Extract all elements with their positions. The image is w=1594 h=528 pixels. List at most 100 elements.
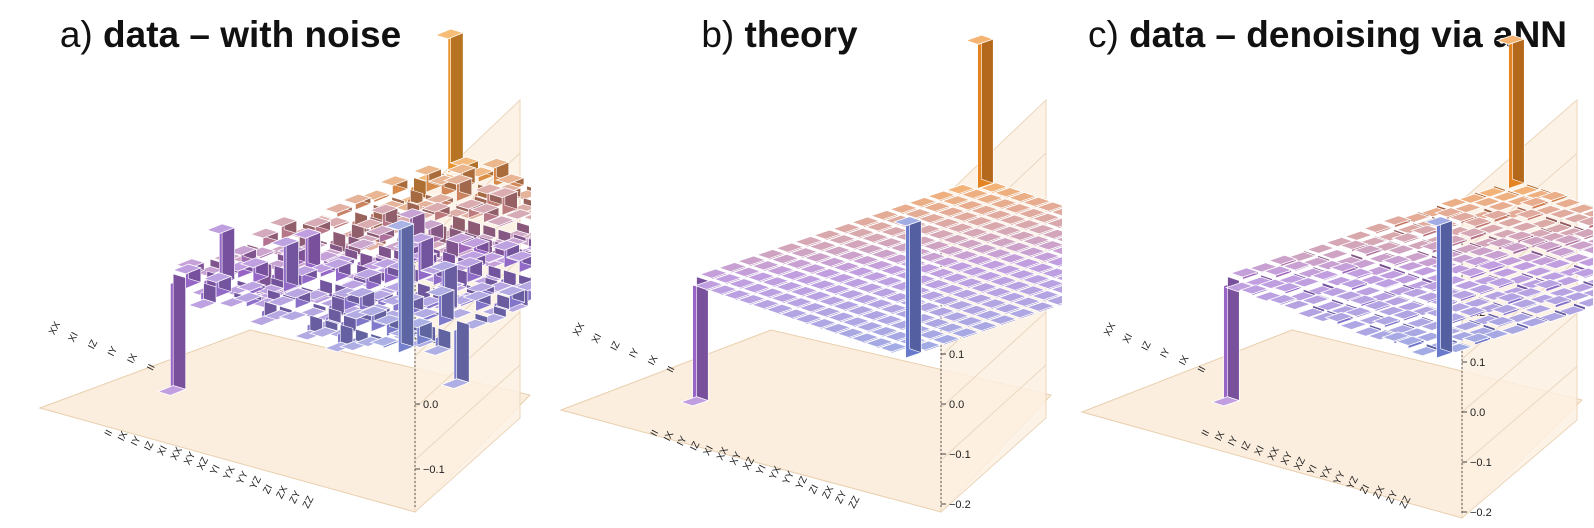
bar-top [955, 200, 985, 211]
col-tick-label: ZY [834, 489, 850, 506]
bar-top [1509, 221, 1540, 232]
bar [1025, 262, 1056, 275]
bar [1229, 267, 1260, 280]
bar-top [1021, 274, 1051, 285]
bar [1381, 254, 1412, 267]
bar [1281, 299, 1312, 311]
bar-top [485, 215, 516, 227]
bar [869, 210, 900, 222]
bar-top [930, 295, 961, 306]
bar-top [1021, 196, 1052, 207]
bar-top [968, 321, 999, 332]
bar [850, 293, 881, 306]
col-tick-label: IZ [143, 440, 157, 453]
bar [765, 265, 795, 277]
bar-top [892, 216, 923, 227]
bar [817, 295, 847, 307]
bar [802, 290, 833, 303]
bar-top [1381, 215, 1412, 226]
bar-top [888, 203, 919, 214]
row-tick-label: II [1196, 365, 1208, 375]
bar [987, 275, 1018, 288]
bar [712, 273, 743, 285]
col-tick-label: YI [1306, 463, 1320, 477]
bar [1016, 285, 1047, 297]
z-tick-label: 0.0 [949, 399, 964, 411]
bar [950, 211, 981, 223]
bar [1006, 308, 1037, 320]
bar [1537, 270, 1568, 282]
bar-top [821, 284, 852, 295]
bar [347, 238, 378, 251]
bar-top [1571, 267, 1593, 278]
bar [850, 255, 881, 267]
bar-top [945, 300, 975, 311]
bar [822, 245, 852, 257]
bar [840, 277, 871, 290]
bar-top [983, 209, 1014, 220]
bar-top [1495, 217, 1526, 228]
panel-a-label: a) [59, 14, 93, 55]
bar-top [821, 323, 852, 334]
bar [1295, 305, 1326, 318]
bar-top [1016, 285, 1047, 296]
bar [1476, 185, 1507, 198]
bar-top [495, 173, 526, 185]
panel-a-title: a) data – with noise [0, 14, 496, 56]
bar-top [1343, 306, 1374, 317]
bar-face [528, 238, 531, 249]
bar-top [978, 259, 1009, 270]
bar [821, 284, 852, 296]
bar [869, 248, 900, 261]
bar [1030, 212, 1061, 225]
bar-top [341, 193, 372, 205]
col-tick-label: ZZ [301, 494, 316, 510]
bar-top [1514, 287, 1544, 298]
bar-top [949, 288, 980, 299]
bar-top [1267, 294, 1298, 305]
bar-top [945, 261, 976, 272]
bar-top [444, 232, 475, 244]
bar [878, 264, 909, 277]
bar [1343, 306, 1374, 319]
bar-top [798, 302, 828, 313]
bar-top [959, 188, 990, 199]
bar-top [1030, 251, 1061, 262]
bar-top [1433, 207, 1464, 218]
bar [864, 298, 895, 311]
bar [835, 327, 866, 340]
bar-top [1381, 254, 1412, 266]
bar-top [931, 217, 962, 229]
bar-top [935, 284, 966, 295]
bar [959, 188, 990, 201]
bar-top [1035, 201, 1062, 212]
bar-top [874, 237, 905, 248]
bar-top [1007, 230, 1037, 241]
bar [369, 335, 400, 349]
bar-top [1523, 304, 1554, 315]
bar [693, 279, 724, 292]
bar [440, 320, 471, 389]
bar-top [988, 198, 1019, 209]
bar [1040, 228, 1062, 241]
col-tick-label: II [103, 428, 115, 438]
bar [992, 303, 1023, 315]
bar-top [741, 282, 772, 294]
bar [955, 200, 985, 212]
panel-a: a) data – with noise −0.10.00.1XXXIIZIYI… [0, 0, 531, 528]
bar-top [495, 285, 526, 297]
bar [798, 302, 828, 314]
bar-top [202, 272, 233, 283]
bar-top [1362, 300, 1393, 311]
bar-top [1329, 261, 1360, 273]
bar-top [1462, 255, 1492, 266]
col-tick-label: ZX [821, 484, 837, 501]
bar-top [1035, 240, 1062, 251]
bar-top [1040, 228, 1062, 240]
bar [812, 229, 843, 241]
bar-top [1371, 315, 1402, 326]
bar-top [717, 262, 748, 273]
bar [1585, 279, 1593, 285]
bar-top [1566, 203, 1593, 214]
bar [1533, 240, 1564, 254]
